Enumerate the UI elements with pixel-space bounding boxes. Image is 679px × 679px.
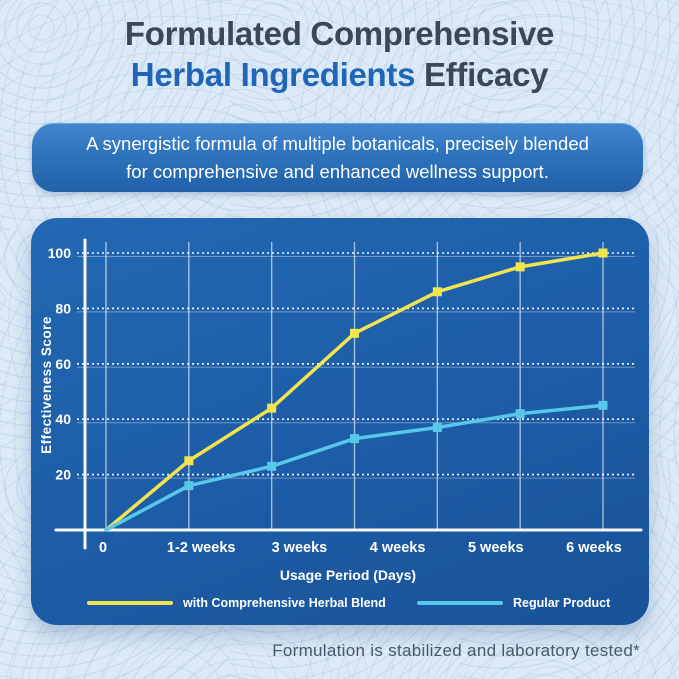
svg-text:0: 0	[99, 540, 107, 556]
legend-item-regular-product: Regular Product	[417, 592, 610, 614]
title-line2-highlight: Herbal Ingredients	[130, 56, 416, 93]
legend-item-herbal-blend: with Comprehensive Herbal Blend	[87, 592, 386, 614]
svg-text:80: 80	[55, 300, 71, 316]
svg-text:4 weeks: 4 weeks	[370, 540, 426, 556]
title-line1: Formulated Comprehensive	[124, 15, 555, 52]
svg-text:100: 100	[48, 245, 72, 261]
subtitle-text: A synergistic formula of multiple botani…	[86, 132, 589, 182]
svg-text:60: 60	[55, 356, 71, 372]
subtitle-banner: A synergistic formula of multiple botani…	[32, 123, 643, 192]
legend-label-herbal-blend: with Comprehensive Herbal Blend	[183, 596, 386, 610]
effectiveness-line-chart: 20 40 60 80 100 0 1-2 weeks 3 weeks 4 weeks 5 wee…	[39, 238, 643, 583]
svg-text:1-2 weeks: 1-2 weeks	[167, 540, 236, 556]
legend-swatch-cyan	[417, 601, 503, 605]
page-title: Formulated Comprehensive Herbal Ingredie…	[0, 13, 679, 95]
svg-text:3 weeks: 3 weeks	[272, 540, 328, 556]
y-axis-label: Effectiveness Score	[39, 316, 54, 454]
footnote-text: Formulation is stabilized and laboratory…	[272, 641, 640, 660]
title-line2-rest: Efficacy	[415, 56, 549, 93]
legend-label-regular-product: Regular Product	[513, 596, 611, 610]
chart-legend: with Comprehensive Herbal Blend Regular …	[31, 592, 649, 614]
svg-text:6 weeks: 6 weeks	[566, 540, 622, 556]
legend-swatch-yellow	[87, 601, 173, 605]
svg-text:20: 20	[55, 467, 71, 483]
x-axis-label: Usage Period (Days)	[280, 567, 416, 583]
chart-panel: 20 40 60 80 100 0 1-2 weeks 3 weeks 4 weeks 5 wee…	[31, 218, 649, 625]
svg-text:40: 40	[55, 411, 71, 427]
svg-text:5 weeks: 5 weeks	[468, 540, 524, 556]
